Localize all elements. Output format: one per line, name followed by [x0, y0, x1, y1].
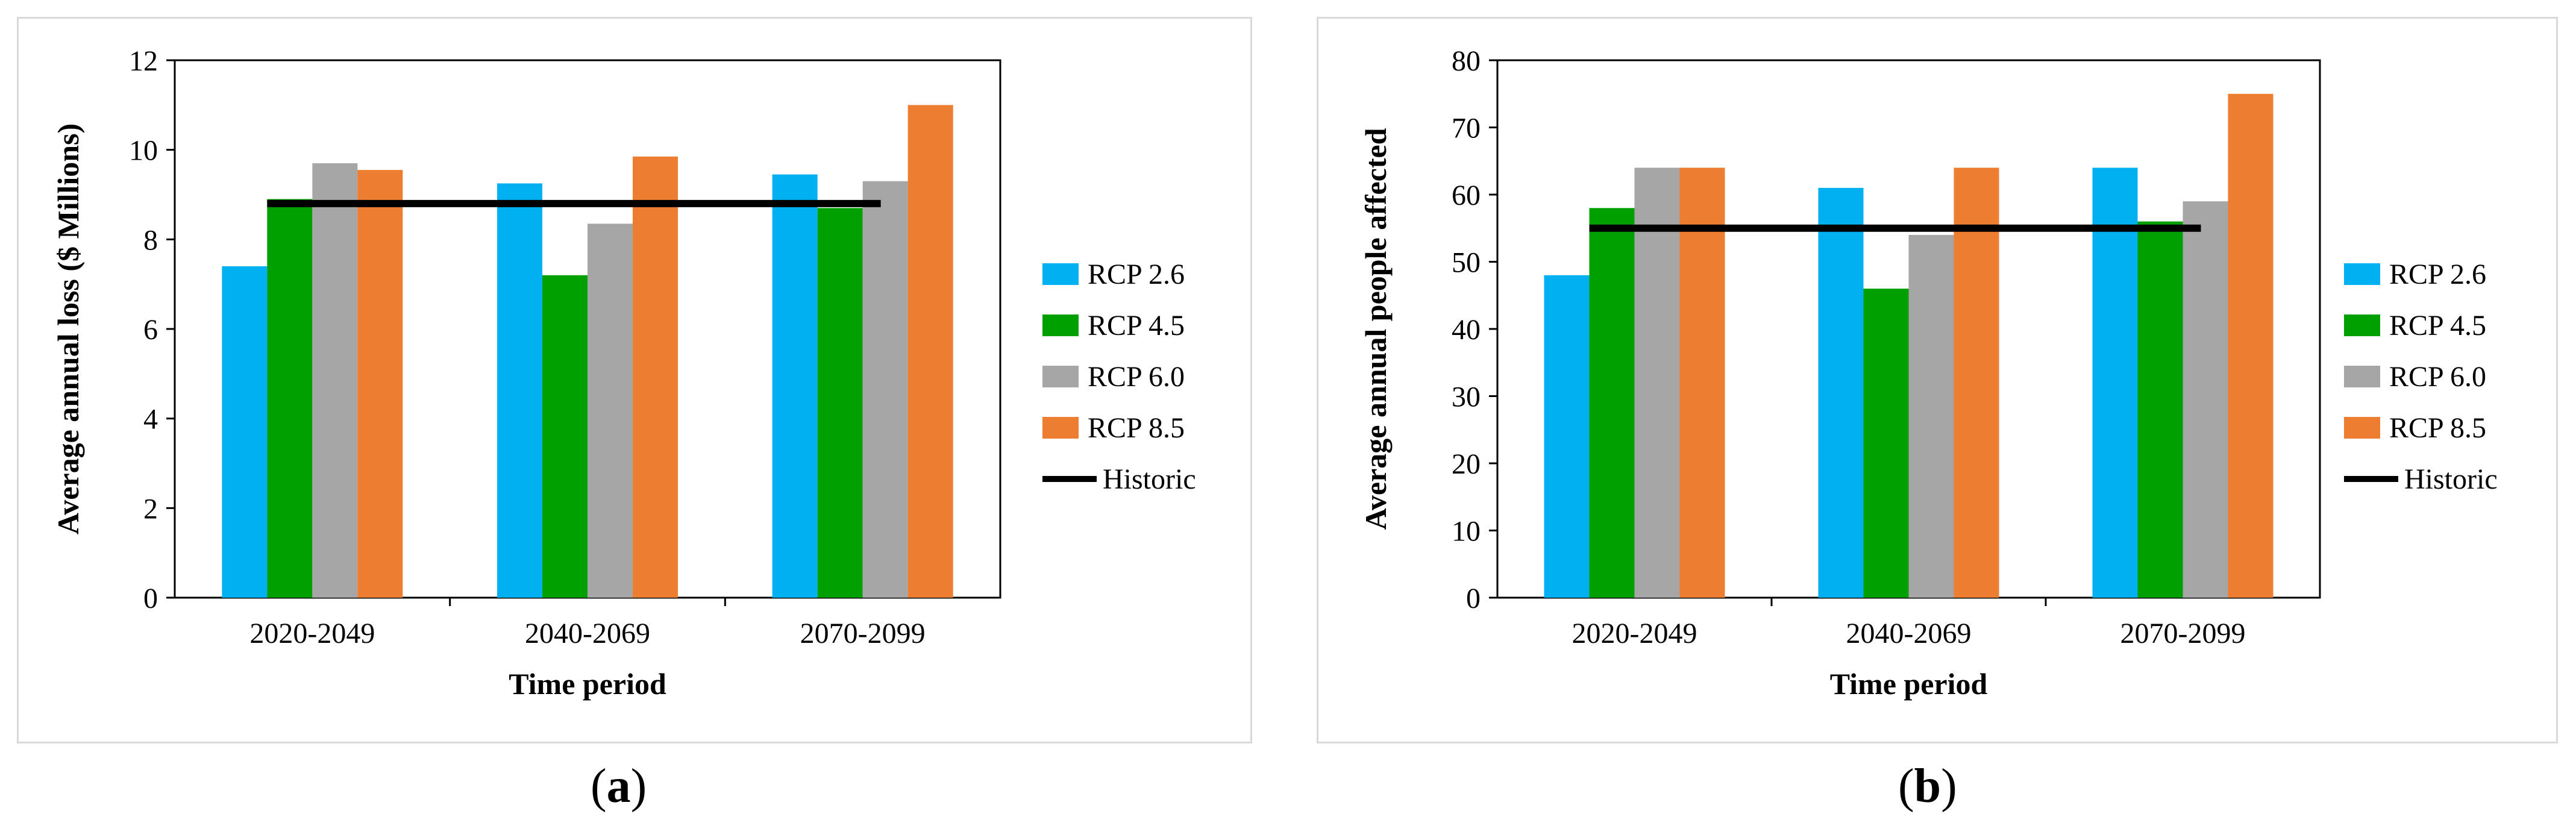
- y-tick-label-b: 50: [1452, 247, 1481, 279]
- legend-label-b-1: RCP 4.5: [2389, 310, 2486, 342]
- bar-b-rcp45-2040-2069: [1863, 289, 1909, 598]
- bar-a-rcp26-2070-2099: [772, 174, 818, 598]
- legend-swatch-b-1: [2344, 314, 2380, 336]
- legend-swatch-a-0: [1042, 263, 1079, 285]
- y-tick-label-b: 40: [1452, 314, 1481, 346]
- bar-b-rcp85-2020-2049: [1679, 167, 1725, 598]
- y-axis-label-b: Average annual people affected: [1359, 128, 1393, 530]
- bar-a-rcp85-2070-2099: [907, 105, 953, 598]
- bar-a-rcp45-2020-2049: [267, 199, 313, 598]
- legend-label-a-2: RCP 6.0: [1088, 361, 1185, 393]
- legend-swatch-b-0: [2344, 263, 2380, 285]
- bar-b-rcp60-2020-2049: [1634, 167, 1680, 598]
- bar-b-rcp60-2070-2099: [2183, 201, 2228, 598]
- y-tick-label-b: 10: [1452, 516, 1481, 548]
- legend-label-a-1: RCP 4.5: [1088, 310, 1185, 342]
- panel-label-a: (a): [591, 760, 647, 813]
- y-tick-label-b: 30: [1452, 381, 1481, 413]
- y-tick-label-a: 10: [129, 135, 158, 167]
- y-tick-label-a: 12: [129, 45, 158, 77]
- legend-label-b-4: Historic: [2404, 463, 2498, 495]
- y-tick-label-a: 4: [143, 404, 158, 436]
- legend-swatch-b-3: [2344, 417, 2380, 439]
- bar-a-rcp45-2040-2069: [542, 275, 588, 598]
- y-tick-label-b: 20: [1452, 448, 1481, 480]
- x-tick-label-b: 2040-2069: [1846, 618, 1972, 649]
- legend-label-b-3: RCP 8.5: [2389, 412, 2486, 444]
- y-tick-label-a: 2: [143, 493, 158, 525]
- bar-a-rcp85-2040-2069: [633, 156, 678, 598]
- bar-a-rcp26-2020-2049: [222, 266, 268, 598]
- bar-b-rcp85-2040-2069: [1954, 167, 1999, 598]
- x-tick-label-b: 2020-2049: [1572, 618, 1697, 649]
- legend-swatch-b-2: [2344, 366, 2380, 387]
- chart-b: 0 10 20 30 40 50 60 70 80 2020-2049 2040-2069 2070-…: [1359, 45, 2498, 701]
- y-tick-label-b: 0: [1466, 583, 1481, 615]
- bar-a-rcp60-2070-2099: [862, 181, 908, 598]
- y-tick-label-a: 0: [143, 583, 158, 615]
- legend-label-a-3: RCP 8.5: [1088, 412, 1185, 444]
- panel-label-b: (b): [1898, 760, 1957, 813]
- x-tick-label-a: 2020-2049: [249, 618, 375, 649]
- y-tick-label-b: 80: [1452, 45, 1481, 77]
- legend-swatch-a-1: [1042, 314, 1079, 336]
- legend-label-a-0: RCP 2.6: [1088, 258, 1185, 290]
- legend-label-a-4: Historic: [1103, 463, 1196, 495]
- x-axis-label-b: Time period: [1830, 667, 1988, 701]
- bar-a-rcp60-2020-2049: [312, 163, 358, 598]
- legend-swatch-a-2: [1042, 366, 1079, 387]
- x-tick-label-b: 2070-2099: [2120, 618, 2246, 649]
- y-tick-label-b: 70: [1452, 113, 1481, 145]
- x-tick-label-a: 2040-2069: [525, 618, 650, 649]
- y-tick-label-a: 6: [143, 314, 158, 346]
- legend-swatch-a-3: [1042, 417, 1079, 439]
- bar-a-rcp26-2040-2069: [497, 183, 542, 598]
- bar-a-rcp60-2040-2069: [588, 224, 633, 598]
- legend-label-b-0: RCP 2.6: [2389, 258, 2486, 290]
- bar-b-rcp26-2020-2049: [1544, 275, 1590, 598]
- bar-b-rcp60-2040-2069: [1908, 234, 1954, 598]
- bar-b-rcp45-2020-2049: [1589, 208, 1635, 598]
- bar-b-rcp85-2070-2099: [2228, 93, 2274, 598]
- y-tick-label-b: 60: [1452, 180, 1481, 211]
- bar-b-rcp45-2070-2099: [2137, 221, 2183, 598]
- x-axis-label-a: Time period: [509, 667, 666, 701]
- y-axis-label-a: Average annual loss ($ Millions): [51, 124, 85, 534]
- y-tick-label-a: 8: [143, 224, 158, 256]
- bar-a-rcp85-2020-2049: [357, 170, 403, 598]
- bar-b-rcp26-2040-2069: [1818, 187, 1864, 598]
- x-tick-label-a: 2070-2099: [800, 618, 926, 649]
- chart-a: 0 2 4 6 8 10 12 2020-2049 2040-2069 2070-2099 Time…: [51, 45, 1196, 701]
- legend-label-b-2: RCP 6.0: [2389, 361, 2486, 393]
- bar-b-rcp26-2070-2099: [2092, 167, 2138, 598]
- bar-a-rcp45-2070-2099: [817, 208, 863, 598]
